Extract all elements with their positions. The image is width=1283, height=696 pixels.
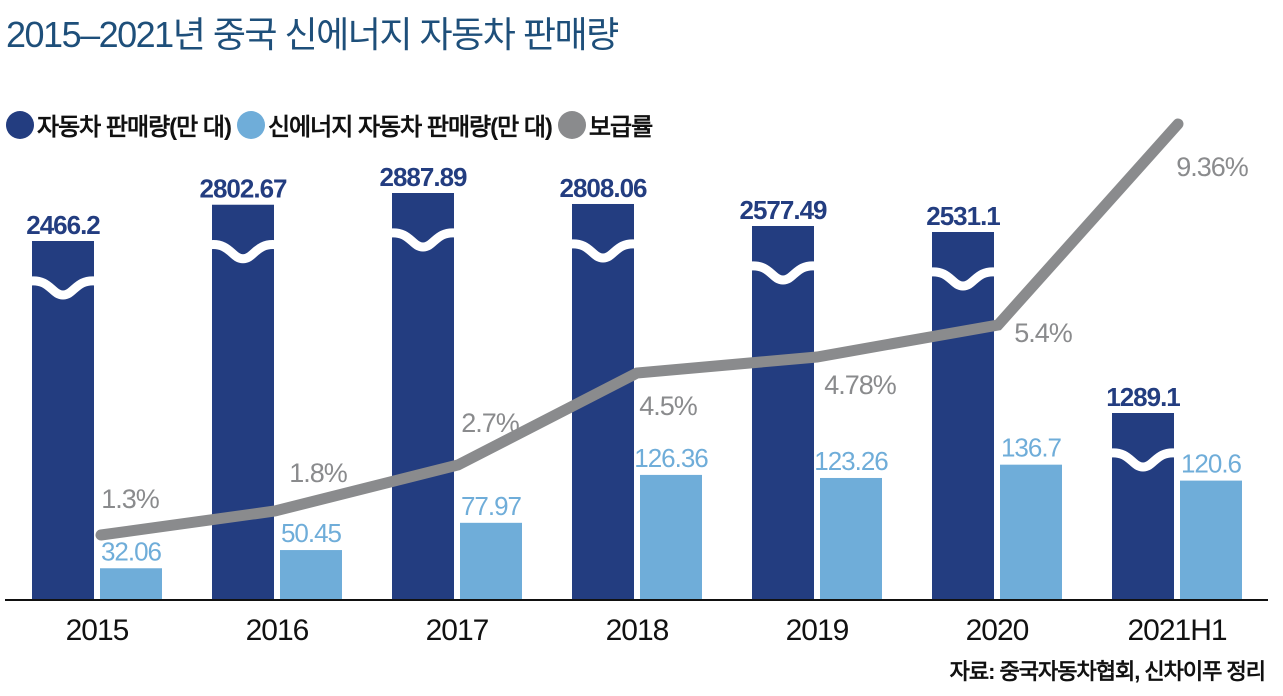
label-penetration-rate: 2.7% xyxy=(461,408,520,438)
label-nev-sales: 77.97 xyxy=(461,491,522,521)
legend-label-penetration: 보급률 xyxy=(588,114,653,141)
labels-layer: 2466.2 32.06 2802.67 50.45 2887.89 77.97 2808.… xyxy=(26,152,1250,566)
axis-break-wave xyxy=(929,267,997,291)
label-penetration-rate: 1.3% xyxy=(101,484,160,514)
label-penetration-rate: 4.78% xyxy=(824,370,897,400)
label-nev-sales: 32.06 xyxy=(101,536,162,566)
label-nev-sales: 120.6 xyxy=(1181,449,1242,479)
legend-item-car-sales: 자동차 판매량(만 대) xyxy=(6,107,232,142)
bar-total-sales xyxy=(932,232,994,600)
bar-nev-sales xyxy=(460,522,522,600)
label-penetration-rate: 4.5% xyxy=(639,391,698,421)
label-penetration-rate: 5.4% xyxy=(1014,318,1073,348)
axis-break-wave xyxy=(29,276,97,300)
bar-nev-sales xyxy=(100,568,162,600)
axis-break-wave xyxy=(209,240,277,264)
axis-break-wave xyxy=(389,228,457,252)
bars-layer xyxy=(29,193,1242,601)
legend-label-car-sales: 자동차 판매량(만 대) xyxy=(37,114,232,141)
chart-title: 2015–2021년 중국 신에너지 자동차 판매량 xyxy=(6,14,619,55)
axis-break-wave xyxy=(1109,448,1177,472)
label-nev-sales: 50.45 xyxy=(281,518,342,548)
bar-total-sales xyxy=(212,204,274,600)
label-total-sales: 2802.67 xyxy=(200,174,288,204)
bar-total-sales xyxy=(392,193,454,600)
label-nev-sales: 123.26 xyxy=(814,446,888,476)
legend-swatch-penetration xyxy=(557,110,586,139)
x-tick-label: 2021H1 xyxy=(1127,614,1226,647)
x-tick-label: 2018 xyxy=(606,614,669,647)
bar-total-sales xyxy=(752,226,814,600)
bar-nev-sales xyxy=(1000,464,1062,600)
bar-nev-sales xyxy=(820,477,882,600)
x-tick-label: 2020 xyxy=(966,614,1029,647)
label-total-sales: 2531.1 xyxy=(926,201,1000,231)
label-total-sales: 2808.06 xyxy=(560,173,648,203)
bar-total-sales xyxy=(32,241,94,600)
label-total-sales: 1289.1 xyxy=(1106,382,1180,412)
label-nev-sales: 136.7 xyxy=(1001,433,1062,463)
legend: 자동차 판매량(만 대) 신에너지 자동차 판매량(만 대) 보급률 xyxy=(6,107,658,142)
x-tick-labels: 2015 2016 2017 2018 2019 2020 2021H1 xyxy=(66,614,1228,647)
legend-label-nev-sales: 신에너지 자동차 판매량(만 대) xyxy=(267,114,553,141)
legend-swatch-nev-sales xyxy=(236,110,265,139)
axis-break-wave xyxy=(569,239,637,263)
legend-item-penetration: 보급률 xyxy=(557,107,653,142)
legend-item-nev-sales: 신에너지 자동차 판매량(만 대) xyxy=(236,107,553,142)
x-tick-label: 2016 xyxy=(246,614,309,647)
axis-break-wave xyxy=(749,261,817,285)
bar-nev-sales xyxy=(1180,480,1242,600)
source-note: 자료: 중국자동차협회, 신차이푸 정리 xyxy=(949,659,1266,684)
legend-swatch-car-sales xyxy=(6,110,34,139)
line-layer xyxy=(95,118,1184,541)
x-tick-label: 2015 xyxy=(66,614,129,647)
label-total-sales: 2577.49 xyxy=(740,195,828,225)
label-total-sales: 2887.89 xyxy=(380,162,468,192)
label-nev-sales: 126.36 xyxy=(634,443,708,473)
line-penetration-rate xyxy=(95,118,1184,541)
bar-nev-sales xyxy=(640,474,702,600)
bar-total-sales xyxy=(1112,413,1174,600)
label-total-sales: 2466.2 xyxy=(26,210,100,240)
label-penetration-rate: 1.8% xyxy=(289,458,348,488)
bar-nev-sales xyxy=(280,550,342,600)
x-tick-label: 2017 xyxy=(426,614,489,647)
x-tick-label: 2019 xyxy=(786,614,849,647)
label-penetration-rate: 9.36% xyxy=(1176,152,1249,182)
